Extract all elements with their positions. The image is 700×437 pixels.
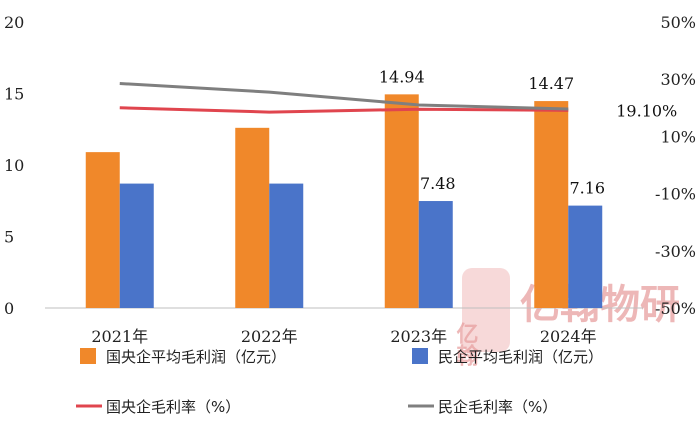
- bar-soe: [384, 94, 419, 308]
- y-left-tick-label: 5: [4, 228, 14, 247]
- bar-soe: [235, 127, 270, 308]
- line-soe-margin: [119, 106, 569, 114]
- bar-private: [418, 201, 453, 308]
- bar-soe: [534, 101, 569, 308]
- y-right-tick-label: -10%: [655, 185, 696, 204]
- line-private-margin: [119, 81, 569, 111]
- watermark-logo: 亿翰: [453, 322, 479, 366]
- y-right-tick-label: 30%: [660, 70, 696, 89]
- x-tick-label: 2021年: [91, 327, 148, 346]
- legend-swatch: [80, 348, 96, 364]
- y-right-tick-label: 50%: [660, 13, 696, 32]
- bar-private: [269, 183, 304, 308]
- bar-data-label: 7.16: [569, 179, 605, 198]
- x-tick-label: 2023年: [390, 327, 447, 346]
- legend-label: 国央企毛利率（%）: [106, 398, 240, 416]
- legend-label: 民企毛利率（%）: [438, 398, 557, 416]
- legend: 国央企平均毛利润（亿元） 民企平均毛利润（亿元） 国央企毛利率（%） 民企毛利率（%）: [76, 348, 603, 416]
- bar-data-label: 14.47: [528, 74, 574, 93]
- x-tick-label: 2022年: [241, 327, 298, 346]
- bar-private: [568, 205, 603, 308]
- bar-data-label: 7.48: [420, 174, 456, 193]
- legend-label: 民企平均毛利润（亿元）: [438, 348, 603, 366]
- legend-swatch: [412, 348, 428, 364]
- plot-area: 0 5 10 15 20 -50% -30% -10% 10% 30% 50% 2021年 2022年 2…: [4, 13, 696, 346]
- y-left-tick-label: 0: [4, 299, 14, 318]
- line-data-label: 19.10%: [616, 101, 677, 120]
- watermark-logo-box: [462, 268, 510, 352]
- bar-private: [119, 183, 154, 308]
- legend-label: 国央企平均毛利润（亿元）: [106, 348, 286, 366]
- bar-soe: [85, 152, 120, 308]
- y-left-tick-label: 10: [4, 156, 24, 175]
- y-right-tick-label: -50%: [655, 299, 696, 318]
- bar-data-label: 14.94: [379, 67, 425, 86]
- x-tick-label: 2024年: [540, 327, 597, 346]
- y-right-tick-label: 10%: [660, 127, 696, 146]
- y-right-tick-label: -30%: [655, 242, 696, 261]
- y-left-tick-label: 20: [4, 13, 24, 32]
- y-left-tick-label: 15: [4, 85, 24, 104]
